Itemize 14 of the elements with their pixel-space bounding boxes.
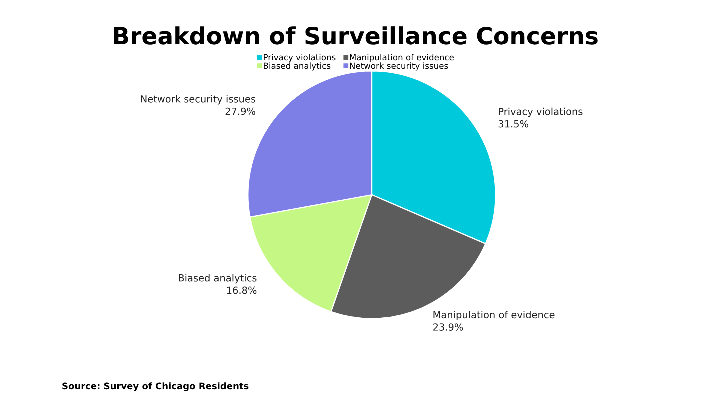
data-label: 16.8% [227, 286, 257, 294]
legend-label: Manipulation of evidence [350, 54, 454, 62]
legend-label: Biased analytics [264, 62, 331, 71]
data-label: 23.9% [434, 324, 464, 331]
slice-label: Network security issues [141, 95, 256, 105]
slice-label: Biased analytics [179, 274, 257, 284]
data-label: 31.5% [498, 120, 529, 128]
legend-label: Privacy violations [264, 54, 336, 62]
slice-label: Privacy violations [499, 108, 583, 118]
chart-title: Breakdown of Surveillance Concerns [114, 26, 598, 45]
data-label: 27.9% [226, 108, 256, 116]
legend-label: Network security issues [350, 62, 448, 71]
source-note: Source: Survey of Chicago Residents [62, 382, 249, 392]
slice-label: Manipulation of evidence [434, 311, 555, 320]
